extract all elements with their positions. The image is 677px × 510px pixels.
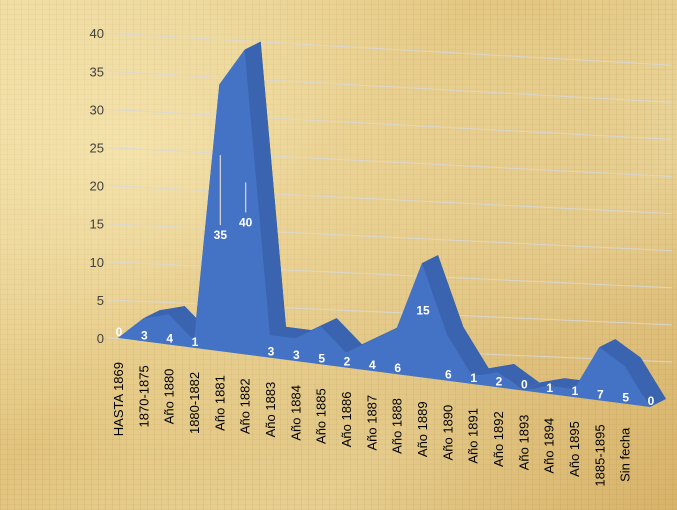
data-label: 1 [470,371,477,385]
data-label: 0 [648,394,655,408]
series-area-edge [599,339,641,366]
data-label: 35 [214,228,228,242]
y-tick-label: 0 [97,331,104,346]
data-label: 1 [546,381,553,395]
gridline [107,32,673,66]
x-tick-label: Año 1892 [491,411,506,467]
data-label: 3 [141,328,148,342]
data-label: 15 [416,304,430,318]
data-label: 0 [116,325,123,339]
data-label: 6 [394,361,401,375]
y-tick-label: 5 [97,293,104,308]
series-area-edge [498,364,540,391]
data-label: 3 [268,345,275,359]
x-tick-label: Año 1893 [516,415,531,471]
data-label: 4 [166,332,173,346]
data-label: 0 [521,378,528,392]
data-label: 3 [293,348,300,362]
data-label: 4 [369,358,376,372]
x-tick-label: Año 1888 [390,398,405,454]
data-label: 1 [192,335,199,349]
series-area-edge [270,326,312,339]
data-label: 7 [597,387,604,401]
series-area-edge [447,326,489,377]
x-tick-label: Año 1894 [542,418,557,474]
series-area-edge [143,306,185,319]
y-tick-label: 20 [90,179,104,194]
x-tick-label: HASTA 1869 [111,362,126,436]
x-tick-label: Año 1891 [466,408,481,464]
y-tick-label: 30 [90,102,104,117]
y-tick-label: 35 [90,64,104,79]
x-tick-label: Año 1890 [440,405,455,461]
gridline [107,70,673,103]
series-area-edge [244,41,286,335]
y-tick-label: 10 [90,255,104,270]
series-area-edge [624,357,666,407]
x-tick-label: Año 1885 [314,388,329,444]
y-tick-label: 40 [90,26,104,41]
gridline [107,185,673,215]
x-tick-label: Año 1882 [238,378,253,434]
x-tick-label: Año 1895 [567,421,582,477]
data-label: 5 [318,351,325,365]
x-tick-label: 1870-1875 [136,365,151,427]
series-area [118,49,650,407]
series-area-edge [472,364,514,377]
x-tick-label: Año 1881 [212,375,227,431]
x-tick-label: Año 1889 [415,401,430,457]
x-tick-label: Año 1886 [339,392,354,448]
data-label: 2 [344,355,351,369]
series-area-edge [295,318,337,339]
series-area-edge [346,332,388,353]
gridline [107,147,673,177]
gridline [107,261,673,289]
x-tick-label: Año 1887 [364,395,379,451]
x-tick-label: Año 1884 [288,385,303,441]
x-tick-label: 1880-1882 [187,372,202,434]
data-label: 5 [622,391,629,405]
x-tick-label: Año 1883 [263,382,278,438]
x-tick-label: Año 1880 [162,369,177,425]
x-tick-label: 1885-1895 [592,424,607,486]
data-label: 40 [239,215,253,229]
data-label: 2 [496,374,503,388]
series-area-edge [422,255,464,335]
data-label: 6 [445,368,452,382]
series-area-edge [523,378,565,391]
gridline [107,108,673,140]
y-tick-label: 25 [90,141,104,156]
y-tick-label: 15 [90,217,104,232]
data-label: 1 [572,384,579,398]
gridline [107,223,673,252]
x-tick-label: Sin fecha [618,427,633,482]
series-area-edge [320,318,362,353]
